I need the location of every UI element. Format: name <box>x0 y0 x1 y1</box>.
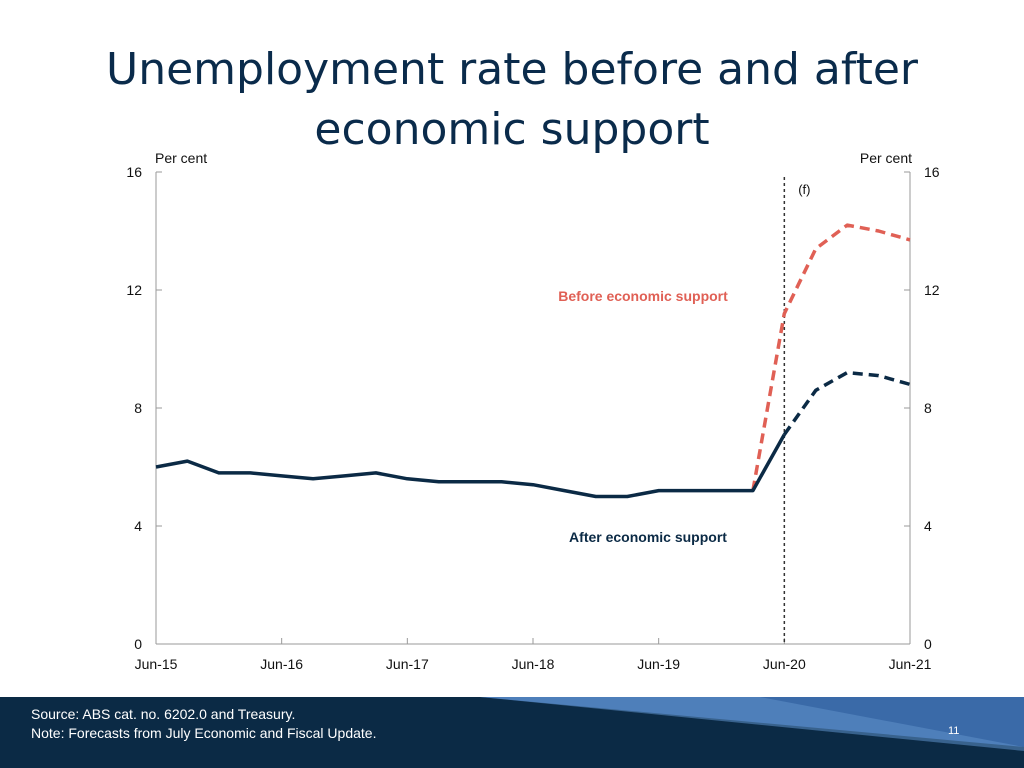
footer-accent-shape <box>480 697 1024 751</box>
title-line-2: economic support <box>314 104 710 155</box>
title-line-1: Unemployment rate before and after <box>105 44 918 95</box>
y-tick-label-left: 12 <box>126 282 142 298</box>
x-tick-label: Jun-15 <box>135 656 178 672</box>
series-after-actual-line <box>155 433 786 499</box>
source-text: Source: ABS cat. no. 6202.0 and Treasury… <box>31 706 296 722</box>
forecast-marker: (f) <box>783 177 810 644</box>
y-tick-label-right: 0 <box>924 636 932 652</box>
y-tick-label-left: 4 <box>134 518 142 534</box>
y-tick-label-right: 4 <box>924 518 932 534</box>
y-tick-label-right: 16 <box>924 164 940 180</box>
y-tick-label-left: 16 <box>126 164 142 180</box>
x-tick-label: Jun-20 <box>763 656 806 672</box>
y-tick-label-right: 8 <box>924 400 932 416</box>
series-after-forecast-line <box>782 370 911 436</box>
x-tick-label: Jun-21 <box>889 656 932 672</box>
note-text: Note: Forecasts from July Economic and F… <box>31 725 377 741</box>
x-tick-label: Jun-17 <box>386 656 429 672</box>
x-tick-label: Jun-19 <box>637 656 680 672</box>
chart-title: Unemployment rate before and after econo… <box>0 40 1024 160</box>
x-tick-label: Jun-16 <box>260 656 303 672</box>
right-axis-unit: Per cent <box>860 150 912 166</box>
series-lines <box>155 223 911 499</box>
y-tick-label-left: 8 <box>134 400 142 416</box>
x-ticks: Jun-15 Jun-16 Jun-17 Jun-18 Jun-19 Jun-20 Jun-… <box>135 638 932 672</box>
series-label-after: After economic support <box>569 529 727 545</box>
page-number: 11 <box>948 725 960 737</box>
left-axis-unit: Per cent <box>155 150 207 166</box>
chart-axes <box>155 172 911 645</box>
series-before-line <box>751 223 911 491</box>
footer-bar: Source: ABS cat. no. 6202.0 and Treasury… <box>0 697 1024 768</box>
y-tick-label-right: 12 <box>924 282 940 298</box>
footer-notes: Source: ABS cat. no. 6202.0 and Treasury… <box>31 705 376 743</box>
series-label-before: Before economic support <box>558 288 728 304</box>
y-ticks: 0 0 4 4 8 8 12 12 16 16 <box>126 164 939 652</box>
x-tick-label: Jun-18 <box>512 656 555 672</box>
y-tick-label-left: 0 <box>134 636 142 652</box>
forecast-label: (f) <box>798 182 810 197</box>
